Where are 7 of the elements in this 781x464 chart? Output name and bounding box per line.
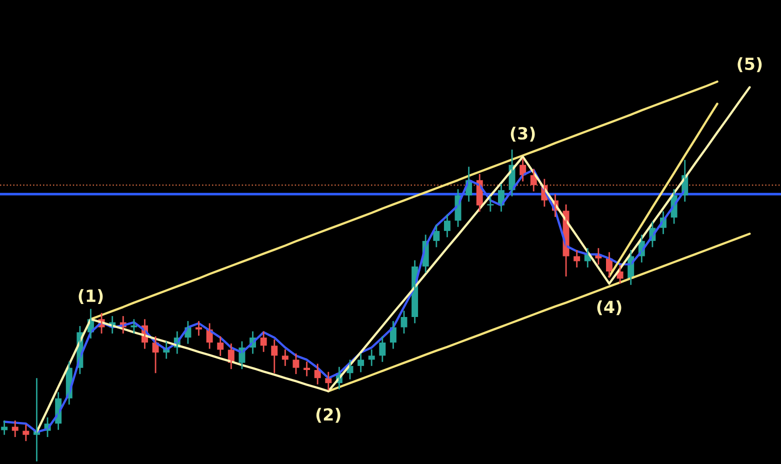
annotation: (2) [316, 408, 340, 423]
candlestick [487, 196, 494, 212]
text: (3) [510, 126, 535, 142]
text: (5) [738, 57, 762, 72]
annotation: (4) [597, 300, 622, 316]
candlestick [130, 318, 138, 334]
annotation: (1) [78, 289, 103, 304]
